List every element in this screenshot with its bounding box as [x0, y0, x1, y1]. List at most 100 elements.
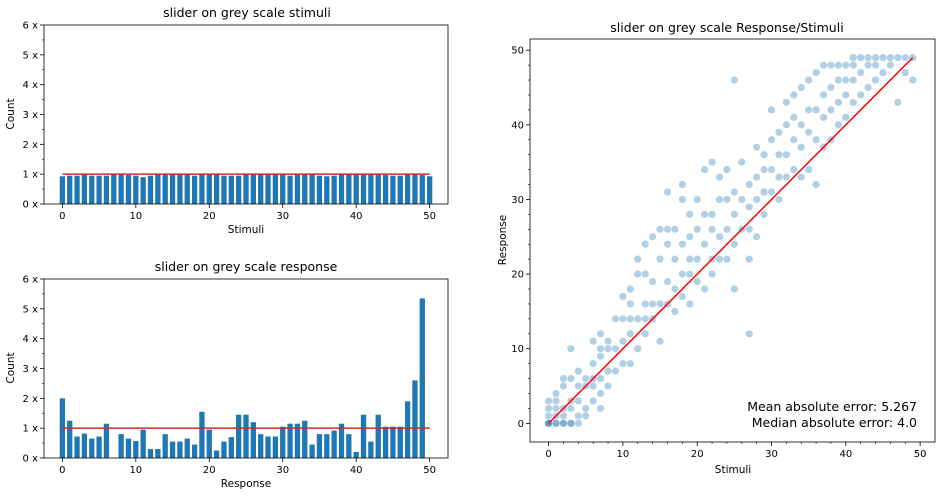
scatter-point	[686, 255, 694, 263]
stimuli-bar	[213, 174, 220, 204]
scatter-point	[857, 68, 865, 77]
scatter-point	[656, 300, 664, 308]
response-bar	[302, 420, 308, 458]
scatter-point	[567, 404, 575, 413]
stimuli-bar	[133, 175, 139, 204]
response-x-tick-label: 40	[350, 465, 363, 476]
response-x-tick-label: 50	[423, 465, 436, 476]
stimuli-y-tick-label: 3 x	[23, 110, 39, 121]
scatter-point	[656, 225, 664, 233]
response-y-tick-label: 6 x	[23, 275, 39, 286]
stimuli-bar	[81, 174, 88, 204]
stimuli-x-tick-label: 10	[129, 211, 142, 222]
response-bar	[74, 436, 80, 458]
stimuli-bar	[96, 175, 102, 204]
scatter-point	[544, 412, 553, 420]
response-y-tick-label: 2 x	[23, 394, 39, 405]
scatter-point	[582, 412, 590, 420]
scatter-point	[649, 233, 657, 241]
stimuli-bar	[243, 174, 249, 204]
stimuli-bar	[74, 175, 80, 204]
scatter-point	[604, 367, 612, 375]
scatter-point	[678, 270, 686, 278]
stimuli-bar	[125, 175, 132, 204]
response-x-tick-label: 20	[203, 465, 216, 476]
stimuli-bar	[236, 175, 242, 204]
response-bar	[368, 441, 374, 458]
response-bar	[397, 426, 403, 458]
scatter-y-tick-label: 20	[511, 270, 524, 281]
stimuli-bar	[316, 175, 323, 204]
response-bar	[206, 429, 212, 458]
stimuli-bar	[412, 174, 418, 204]
response-bar	[280, 426, 286, 458]
scatter-point	[634, 315, 642, 323]
scatter-x-axis-label: Stimuli	[715, 464, 751, 476]
scatter-point	[626, 285, 634, 293]
response-bar	[96, 436, 102, 458]
stimuli-y-tick-label: 2 x	[23, 140, 39, 151]
response-x-ticks: 0 10 20 30 40 50	[59, 458, 436, 476]
stimuli-bar	[184, 174, 190, 204]
scatter-point	[812, 106, 820, 114]
scatter-point	[715, 173, 724, 181]
stimuli-bar	[265, 174, 271, 204]
stimuli-bar	[191, 175, 198, 204]
scatter-point	[812, 136, 820, 144]
scatter-point	[619, 315, 627, 323]
scatter-point	[760, 151, 768, 159]
response-bar	[375, 414, 381, 458]
stimuli-bar	[382, 175, 389, 204]
scatter-point	[663, 188, 672, 196]
stimuli-histogram-panel: slider on grey scale stimuli 0 10 20 30 40 50…	[5, 5, 449, 236]
scatter-point	[745, 330, 753, 338]
response-bar	[353, 452, 359, 458]
scatter-point	[574, 367, 582, 375]
response-bar	[103, 423, 110, 458]
scatter-point	[901, 68, 909, 77]
scatter-point	[708, 210, 716, 218]
scatter-point	[849, 54, 857, 62]
scatter-point	[701, 240, 709, 248]
scatter-point	[634, 270, 642, 278]
scatter-point	[611, 315, 620, 323]
scatter-point	[559, 419, 568, 427]
scatter-point	[656, 337, 664, 345]
scatter-point	[604, 345, 612, 353]
scatter-point	[619, 360, 627, 368]
response-bar	[331, 430, 337, 458]
response-bars	[59, 298, 425, 458]
scatter-point	[686, 233, 694, 241]
scatter-point	[760, 210, 768, 218]
stimuli-bar	[118, 174, 124, 204]
stimuli-bar	[140, 177, 146, 204]
scatter-point	[775, 173, 783, 181]
scatter-point	[805, 106, 813, 114]
response-y-ticks: 0 x 1 x 2 x 3 x 4 x 5 x 6 x	[23, 275, 44, 465]
scatter-point	[641, 240, 649, 248]
scatter-point	[790, 113, 798, 121]
scatter-point	[589, 360, 597, 368]
scatter-point	[559, 374, 568, 383]
scatter-point	[663, 277, 672, 286]
scatter-point	[701, 285, 709, 293]
scatter-point	[552, 389, 560, 398]
scatter-point	[589, 382, 597, 390]
stimuli-bar	[397, 175, 403, 204]
scatter-point	[834, 76, 842, 84]
scatter-point	[723, 225, 731, 233]
scatter-y-tick-label: 40	[511, 120, 524, 131]
stimuli-bars	[59, 174, 433, 204]
stimuli-bar	[147, 175, 154, 204]
scatter-point	[864, 83, 872, 92]
scatter-point	[663, 225, 672, 233]
response-y-tick-label: 3 x	[23, 364, 39, 375]
scatter-point	[678, 240, 686, 248]
scatter-y-axis-label: Response	[497, 215, 509, 265]
stimuli-bar	[338, 174, 345, 204]
scatter-point	[827, 106, 835, 114]
response-bar	[243, 414, 249, 458]
stimuli-bar	[390, 175, 396, 204]
scatter-point	[782, 173, 790, 181]
response-bar	[287, 423, 293, 458]
